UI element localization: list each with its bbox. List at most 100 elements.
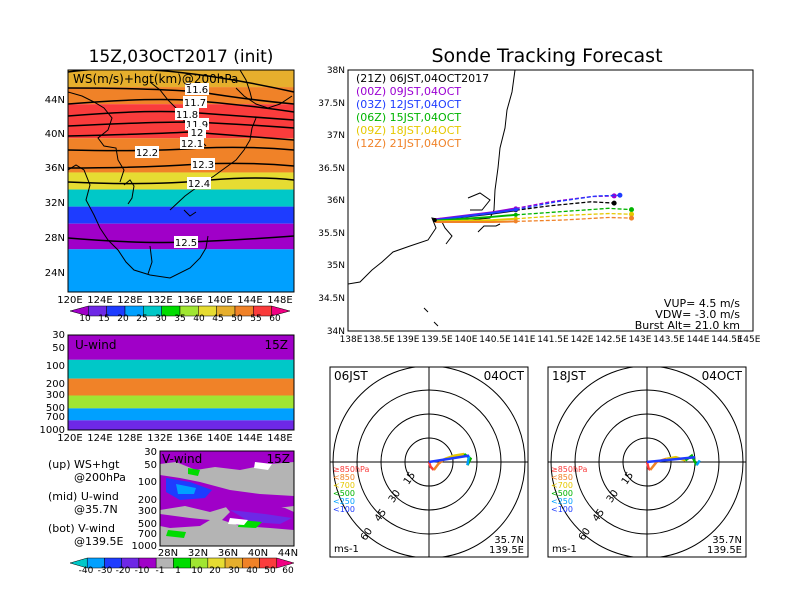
lon-tick-label: 120E xyxy=(57,295,82,306)
lon-tick-label: 143.5E xyxy=(653,335,685,345)
level-label: <100 xyxy=(333,505,355,514)
note-mid-line2: @35.7N xyxy=(74,503,118,516)
pressure-tick-label: 300 xyxy=(46,390,65,401)
launch-point xyxy=(432,218,437,223)
hodo-loc-lat: 35.7N xyxy=(712,535,742,546)
hodo-trace xyxy=(646,455,696,464)
colorbar-tick-label: 1 xyxy=(175,566,181,576)
colorbar-tick-label: -40 xyxy=(79,566,94,576)
hodo-trace xyxy=(428,454,470,464)
u-band xyxy=(68,420,294,430)
lon-tick-label: 136E xyxy=(177,433,202,444)
note-bot-line1: (bot) V-wind xyxy=(48,522,115,535)
ws-panel-title: 15Z,03OCT2017 (init) xyxy=(89,47,274,67)
v-heatmap xyxy=(160,451,294,538)
colorbar-tick-label: -10 xyxy=(135,566,150,576)
u-pressure-ticks: 30 50 100 200 300 500 700 1000 xyxy=(40,330,65,436)
ws-frame xyxy=(67,69,295,293)
lat-tick-label: 36N xyxy=(45,163,65,174)
track-descent-line xyxy=(515,194,620,211)
legend-entry: (06Z) 15JST,04OCT xyxy=(356,111,461,124)
lon-tick-label: 128E xyxy=(117,433,142,444)
ws-lat-ticks: 44N 40N 36N 32N 28N 24N xyxy=(45,95,65,279)
level-label: <250 xyxy=(333,497,355,506)
u-heatmap xyxy=(68,335,294,430)
pressure-tick-label: 100 xyxy=(46,361,65,372)
lon-tick-label: 148E xyxy=(267,295,292,306)
lat-tick-label: 34.5N xyxy=(318,294,345,304)
lat-tick-label: 35.5N xyxy=(318,229,345,239)
lat-tick-label: 44N xyxy=(45,95,65,106)
colorbar-tick-label: -30 xyxy=(98,566,113,576)
ws-colorbar xyxy=(69,305,291,317)
track-descent-line xyxy=(515,216,632,223)
lat-tick-label: 24N xyxy=(45,268,65,279)
lon-tick-label: 132E xyxy=(147,295,172,306)
lon-tick-label: 128E xyxy=(117,295,142,306)
v-panel-label: V-wind xyxy=(162,452,202,466)
track-panel-title: Sonde Tracking Forecast xyxy=(431,45,662,67)
track-landing-point xyxy=(611,200,617,206)
note-up-line1: (up) WS+hgt xyxy=(48,458,120,471)
track-landing-point xyxy=(629,215,634,221)
track-descent-line xyxy=(515,201,615,211)
lon-tick-label: 141.5E xyxy=(537,335,569,345)
lon-tick-label: 140E xyxy=(207,295,232,306)
vdw-text: VDW= -3.0 m/s xyxy=(655,308,740,321)
hodo-trace xyxy=(427,461,435,471)
track-lon-ticks: 138E 138.5E 139E 139.5E 140E 140.5E 141E… xyxy=(340,335,761,345)
pressure-tick-label: 700 xyxy=(138,529,157,540)
level-label: <500 xyxy=(333,489,355,498)
ws-band xyxy=(68,206,294,224)
track-legend: (21Z) 06JST,04OCT2017 (00Z) 09JST,04OCT … xyxy=(356,72,489,150)
lon-tick-label: 144.5E xyxy=(711,335,743,345)
colorbar-tick-label: 30 xyxy=(228,566,240,576)
ws-band xyxy=(68,249,294,292)
colorbar-tick-label: 50 xyxy=(231,314,243,324)
hodo-time: 06JST xyxy=(334,369,368,383)
pressure-tick-label: 1000 xyxy=(40,425,65,436)
lon-tick-label: 124E xyxy=(87,295,112,306)
legend-entry: (03Z) 12JST,04OCT xyxy=(356,98,461,111)
legend-entry: (12Z) 21JST,04OCT xyxy=(356,137,461,150)
lat-tick-label: 44N xyxy=(278,548,298,559)
note-bot-line2: @139.5E xyxy=(74,535,123,548)
lat-tick-label: 28N xyxy=(45,233,65,244)
ws-heatmap xyxy=(68,70,294,292)
level-label: <700 xyxy=(333,481,355,490)
ws-band xyxy=(68,189,294,207)
lat-tick-label: 37N xyxy=(327,131,345,141)
level-label: <250 xyxy=(551,497,573,506)
lon-tick-label: 144E xyxy=(237,433,262,444)
v-panel-time: 15Z xyxy=(267,452,291,466)
lon-tick-label: 142.5E xyxy=(595,335,627,345)
level-label: <850 xyxy=(551,473,573,482)
track-descent-line xyxy=(515,212,632,220)
contour-label: 11.9 xyxy=(186,120,208,131)
lon-tick-label: 132E xyxy=(147,433,172,444)
colorbar-tick-label: -20 xyxy=(116,566,131,576)
lat-tick-label: 32N xyxy=(188,548,208,559)
hodo-trace xyxy=(466,455,471,466)
track-landing-point xyxy=(617,192,623,198)
track-descent-line xyxy=(515,207,632,216)
contour-label: 12 xyxy=(191,128,204,139)
lon-tick-label: 139E xyxy=(397,335,420,345)
pressure-tick-label: 300 xyxy=(138,506,157,517)
lon-tick-label: 138.5E xyxy=(363,335,395,345)
note-mid-line1: (mid) U-wind xyxy=(48,490,119,503)
pressure-tick-label: 100 xyxy=(138,477,157,488)
v-lat-ticks: 28N 32N 36N 40N 44N xyxy=(158,548,298,559)
hodo-loc-lon: 139.5E xyxy=(489,545,524,556)
track-burst-point xyxy=(513,219,518,224)
lon-tick-label: 140.5E xyxy=(479,335,511,345)
lat-tick-label: 38N xyxy=(327,66,345,76)
level-label: <500 xyxy=(551,489,573,498)
track-landing-point xyxy=(629,211,634,217)
lat-tick-label: 28N xyxy=(158,548,178,559)
lon-tick-label: 140E xyxy=(207,433,232,444)
burst-alt-text: Burst Alt= 21.0 km xyxy=(635,319,740,332)
pressure-tick-label: 200 xyxy=(138,495,157,506)
track-burst-point xyxy=(513,207,518,212)
hodo-date: 04OCT xyxy=(484,369,525,383)
